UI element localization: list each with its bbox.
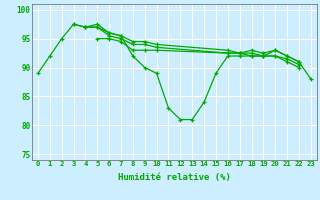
X-axis label: Humidité relative (%): Humidité relative (%) — [118, 173, 231, 182]
